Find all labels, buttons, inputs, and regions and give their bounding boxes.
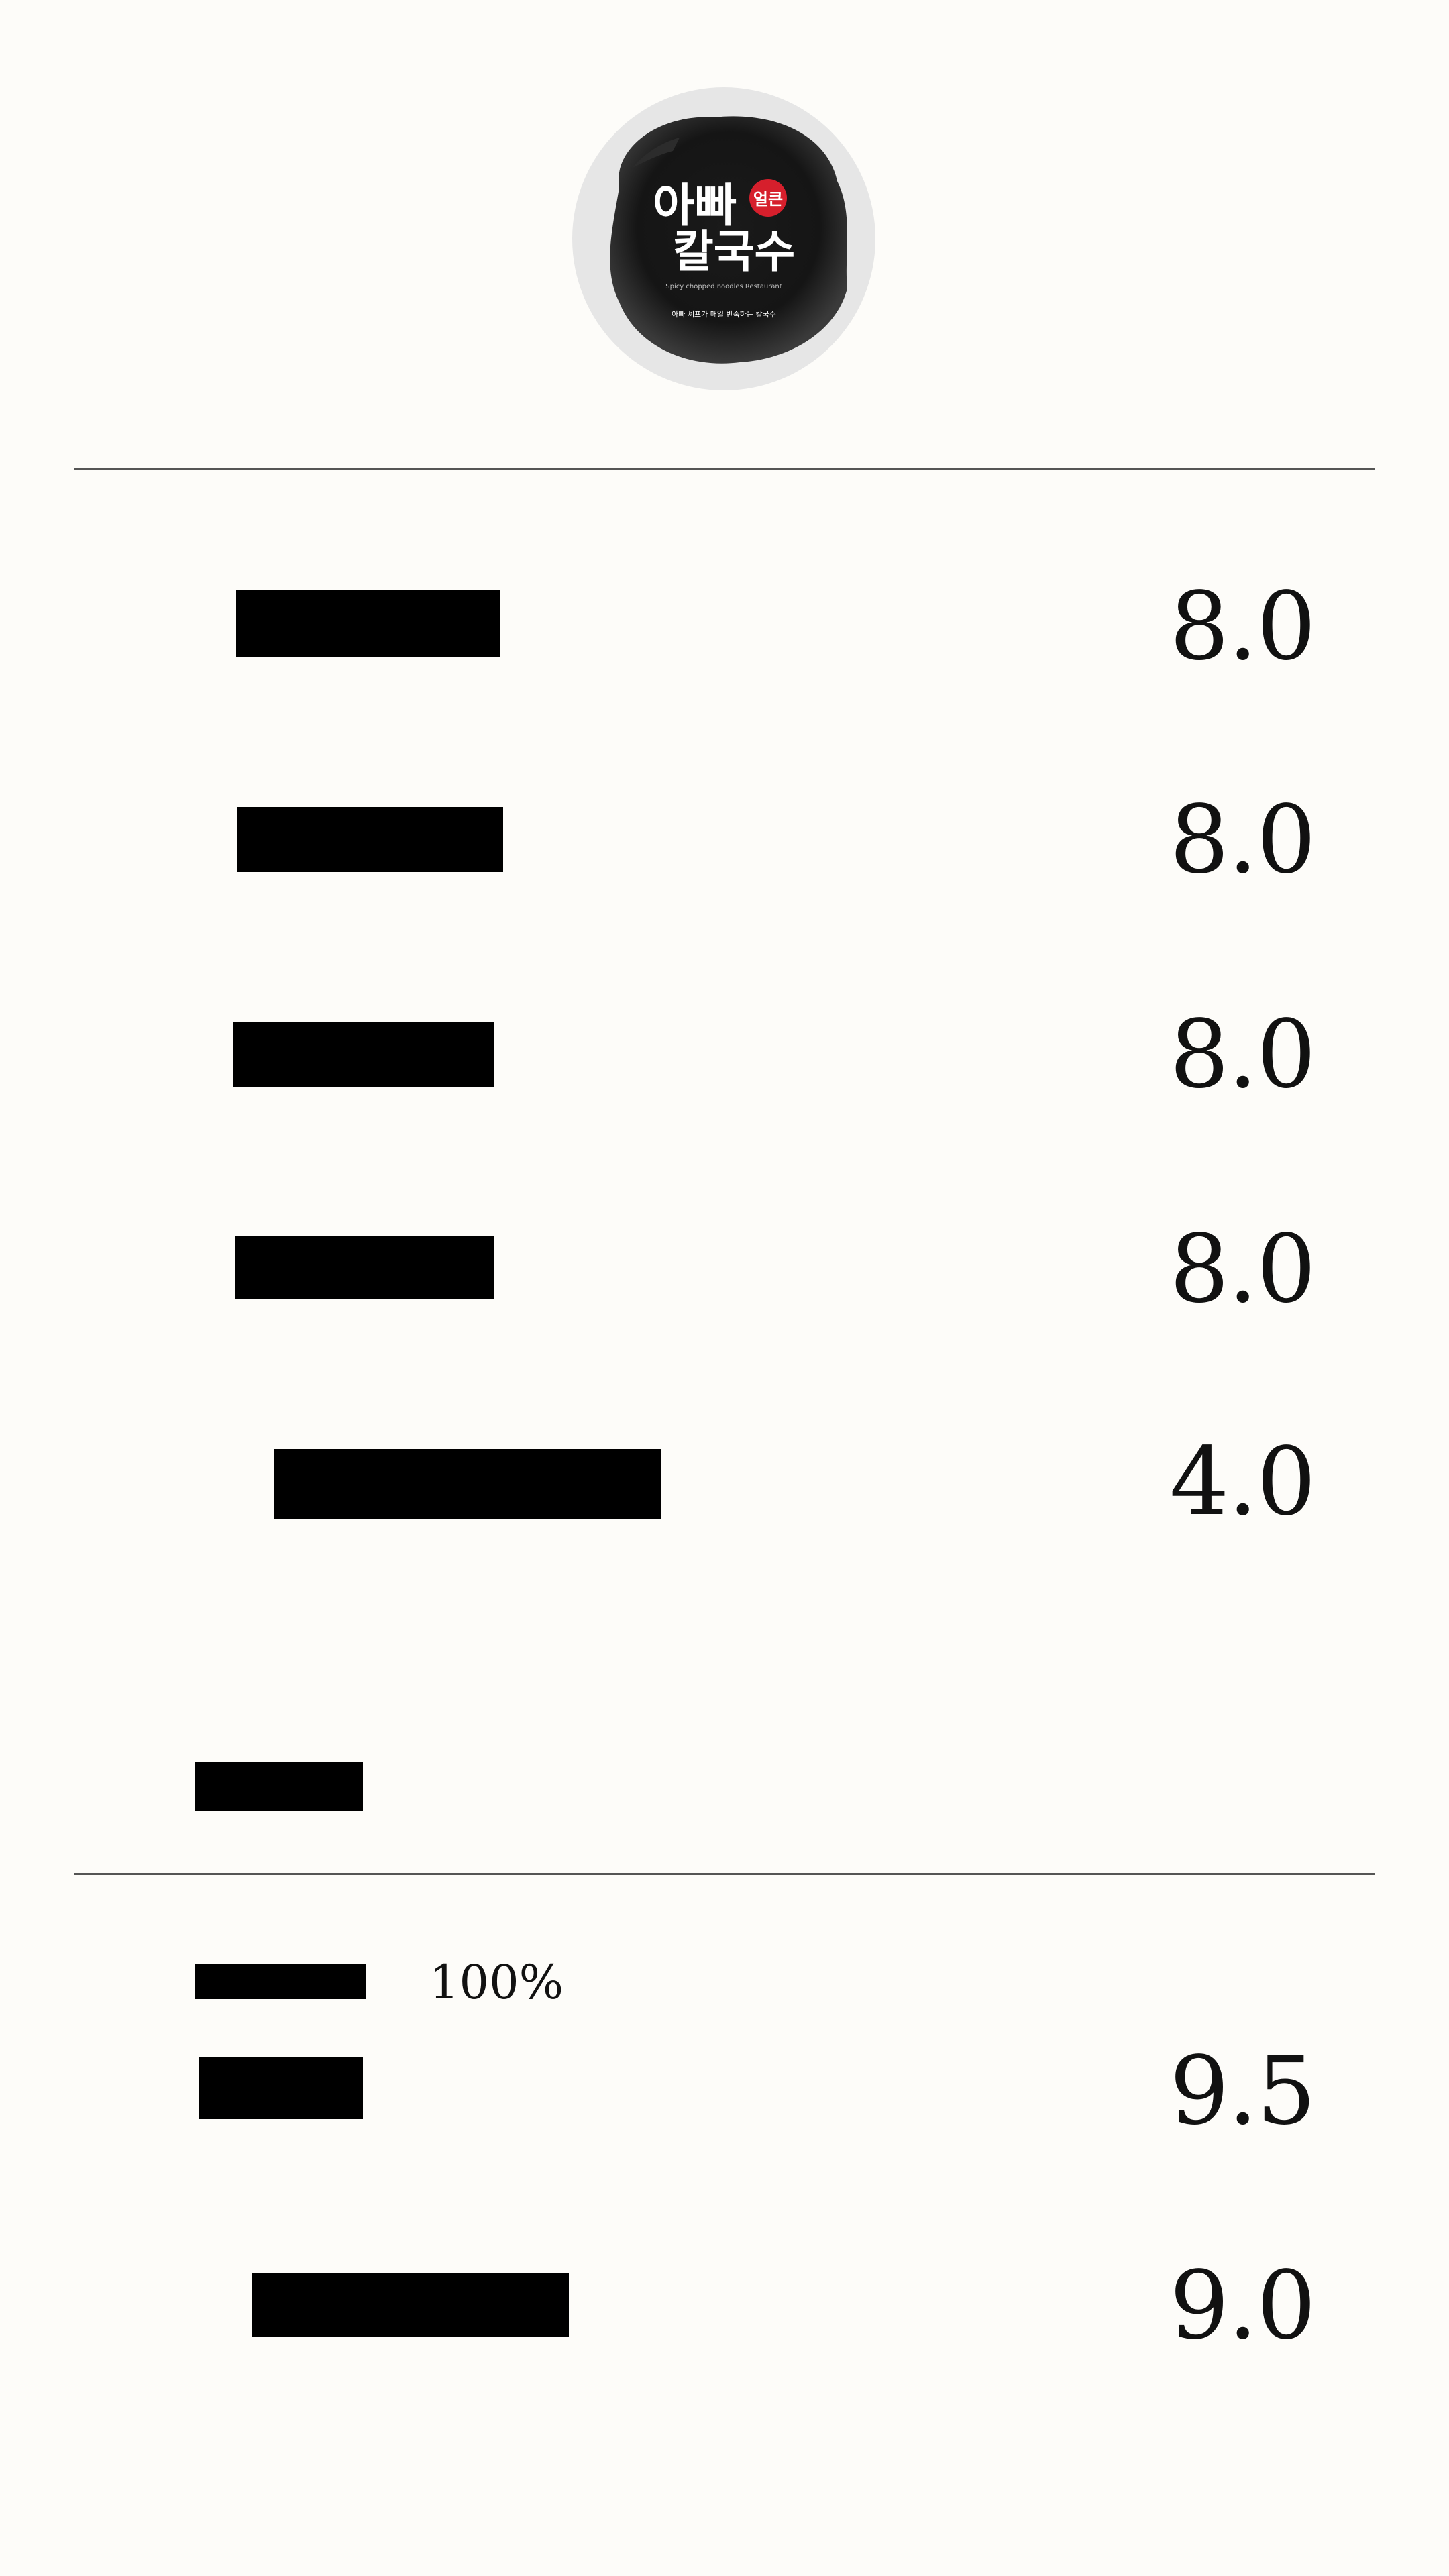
menu-item-7-price: 9.0 [1169, 2251, 1316, 2361]
menu-item-5-name [274, 1449, 661, 1519]
divider-middle [74, 1873, 1375, 1875]
section-2-note-value: 100% [429, 1955, 564, 2010]
divider-top [74, 468, 1375, 470]
ink-logo-graphic: 얼큰 아빠 칼국수 Spicy chopped noodles Restaura… [610, 116, 847, 364]
section-2-note-label [195, 1964, 366, 1999]
menu-item-1-name [236, 590, 500, 657]
menu-item-6-price: 9.5 [1169, 2037, 1316, 2146]
menu-item-3-price: 8.0 [1169, 1000, 1316, 1110]
menu-item-5-price: 4.0 [1169, 1428, 1316, 1537]
menu-item-1-price: 8.0 [1169, 572, 1316, 682]
logo-title-line2: 칼국수 [673, 226, 795, 278]
menu-item-3-name [233, 1022, 494, 1087]
logo-tagline: 아빠 셰프가 매일 반죽하는 칼국수 [672, 309, 776, 319]
menu-item-4-name [235, 1236, 494, 1299]
logo-red-mark-text: 얼큰 [753, 190, 783, 209]
restaurant-logo: 얼큰 아빠 칼국수 Spicy chopped noodles Restaura… [572, 87, 875, 390]
logo-title-line1: 아빠 [653, 180, 737, 233]
red-stamp-mark [749, 179, 787, 217]
menu-item-4-price: 8.0 [1169, 1215, 1316, 1324]
ink-blot [610, 116, 847, 364]
logo-subtitle: Spicy chopped noodles Restaurant [665, 283, 782, 290]
menu-item-2-name [237, 807, 503, 872]
menu-item-6-name [199, 2057, 363, 2119]
menu-item-2-price: 8.0 [1169, 786, 1316, 895]
menu-item-7-name [252, 2273, 569, 2337]
section-2-heading [195, 1762, 363, 1811]
